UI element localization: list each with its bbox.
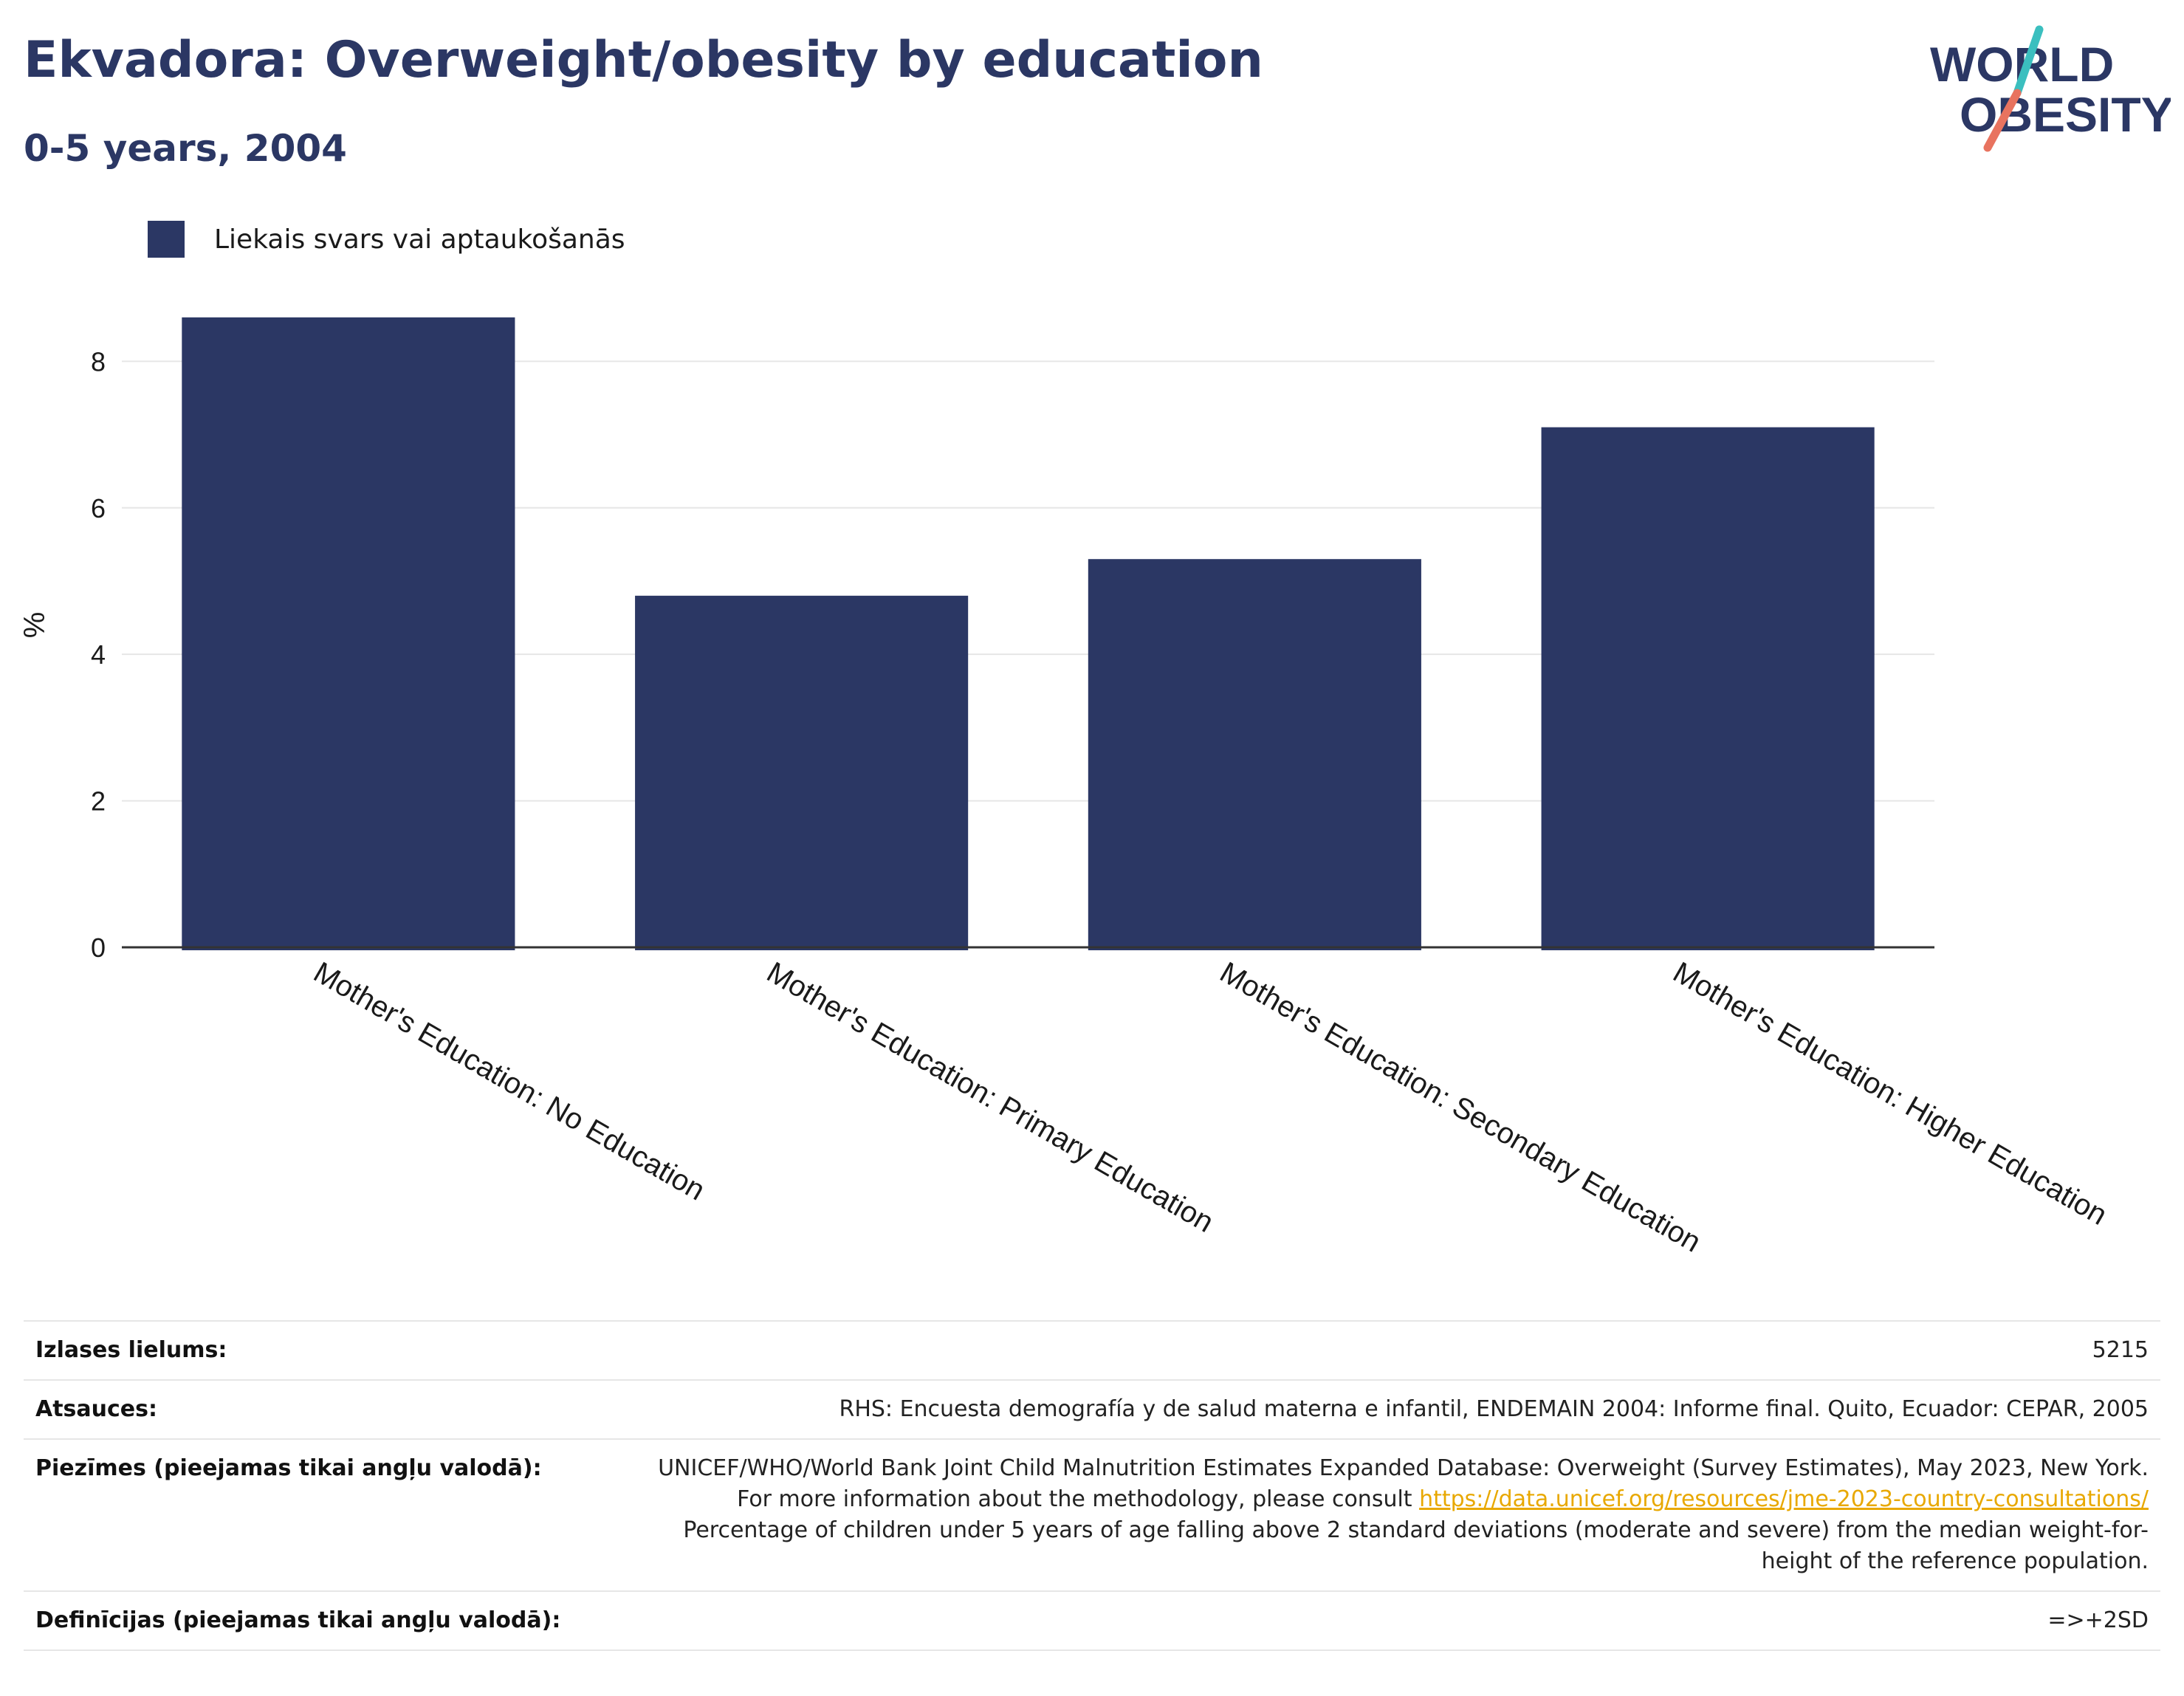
y-tick-label: 6 <box>91 493 106 523</box>
x-tick-label: Mother's Education: No Education <box>308 956 710 1207</box>
notes-text-before: UNICEF/WHO/World Bank Joint Child Malnut… <box>658 1455 2149 1512</box>
references-value: RHS: Encuesta demografía y de salud mate… <box>608 1379 2160 1439</box>
logo-slash-teal <box>2013 25 2044 97</box>
legend-swatch <box>148 221 185 258</box>
legend[interactable]: Liekais svars vai aptaukošanās <box>148 219 625 260</box>
references-label: Atsauces: <box>24 1379 608 1439</box>
sample-size-label: Izlases lielums: <box>24 1320 608 1380</box>
notes-value: UNICEF/WHO/World Bank Joint Child Malnut… <box>608 1438 2160 1591</box>
world-obesity-logo: WORLD OBESITY <box>1930 25 2171 152</box>
notes-link[interactable]: https://data.unicef.org/resources/jme-20… <box>1419 1486 2149 1512</box>
bar[interactable] <box>635 595 969 950</box>
y-tick-label: 4 <box>91 639 106 670</box>
definitions-label: Definīcijas (pieejamas tikai angļu valod… <box>24 1590 608 1651</box>
legend-label: Liekais svars vai aptaukošanās <box>214 224 625 255</box>
sample-size-value: 5215 <box>608 1320 2160 1380</box>
bar[interactable] <box>1088 559 1421 950</box>
info-table: Izlases lielums: 5215 Atsauces: RHS: Enc… <box>24 1320 2160 1651</box>
chart-title: Ekvadora: Overweight/obesity by educatio… <box>24 31 1263 89</box>
bar[interactable] <box>182 317 515 950</box>
y-tick-label: 2 <box>91 786 106 817</box>
x-tick-label: Mother's Education: Primary Education <box>761 956 1219 1239</box>
notes-label: Piezīmes (pieejamas tikai angļu valodā): <box>24 1438 608 1591</box>
x-axis-ticks: Mother's Education: No Education Mother's… <box>308 956 2112 1259</box>
info-row-references: Atsauces: RHS: Encuesta demografía y de … <box>24 1379 2160 1439</box>
y-axis-ticks: 0 2 4 6 8 <box>91 346 106 963</box>
bar[interactable] <box>1541 427 1875 950</box>
y-tick-label: 0 <box>91 933 106 963</box>
y-axis-label: % <box>18 612 51 639</box>
chart-subtitle: 0-5 years, 2004 <box>24 127 347 170</box>
x-tick-label: Mother's Education: Higher Education <box>1668 956 2112 1232</box>
y-tick-label: 8 <box>91 346 106 377</box>
info-row-definitions: Definīcijas (pieejamas tikai angļu valod… <box>24 1590 2160 1651</box>
definitions-value: =>+2SD <box>608 1590 2160 1651</box>
logo-slash-coral <box>1983 89 2022 152</box>
notes-text-after: Percentage of children under 5 years of … <box>683 1517 2149 1574</box>
x-tick-label: Mother's Education: Secondary Education <box>1215 956 1706 1259</box>
info-row-notes: Piezīmes (pieejamas tikai angļu valodā):… <box>24 1438 2160 1591</box>
bars <box>182 317 1875 950</box>
info-row-sample-size: Izlases lielums: 5215 <box>24 1320 2160 1380</box>
